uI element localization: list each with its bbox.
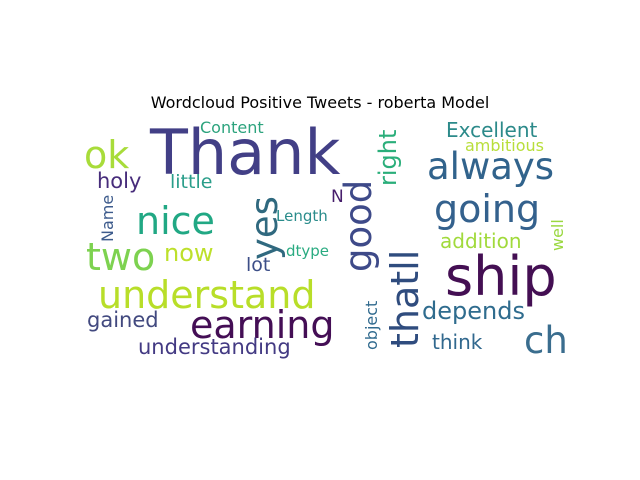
word-understanding: understanding [138, 335, 291, 359]
word-yes: yes [243, 196, 286, 260]
word-ambitious: ambitious [465, 136, 544, 155]
chart-title: Wordcloud Positive Tweets - roberta Mode… [150, 93, 490, 112]
word-think: think [432, 330, 483, 354]
word-addition: addition [440, 229, 522, 253]
word-gained: gained [87, 308, 159, 332]
word-always: always [427, 145, 555, 188]
word-dtype: dtype [286, 242, 330, 260]
word-excellent: Excellent [446, 118, 538, 142]
word-thatll: thatll [383, 249, 427, 348]
word-understand: understand [98, 273, 316, 317]
word-two: two [86, 235, 156, 279]
word-now: now [164, 239, 214, 267]
word-cloud: Thank ok Content holy little nice two no… [82, 120, 578, 368]
word-thank: Thank [150, 116, 341, 189]
word-little: little [170, 171, 213, 193]
word-nice: nice [136, 199, 215, 243]
word-holy: holy [97, 169, 142, 193]
word-name: Name [98, 194, 117, 242]
word-ok: ok [84, 133, 130, 177]
word-good: good [337, 179, 380, 272]
word-going: going [434, 187, 541, 231]
word-length: Length [276, 207, 328, 225]
word-content: Content [200, 118, 264, 137]
word-object: object [362, 300, 381, 350]
word-well: well [548, 219, 567, 251]
word-right: right [374, 129, 402, 186]
word-depends: depends [422, 297, 525, 325]
word-ship: ship [445, 245, 557, 308]
word-n: N [331, 187, 344, 207]
word-lot: lot [246, 254, 271, 276]
word-earning: earning [190, 303, 335, 347]
word-ch: ch [524, 319, 568, 362]
